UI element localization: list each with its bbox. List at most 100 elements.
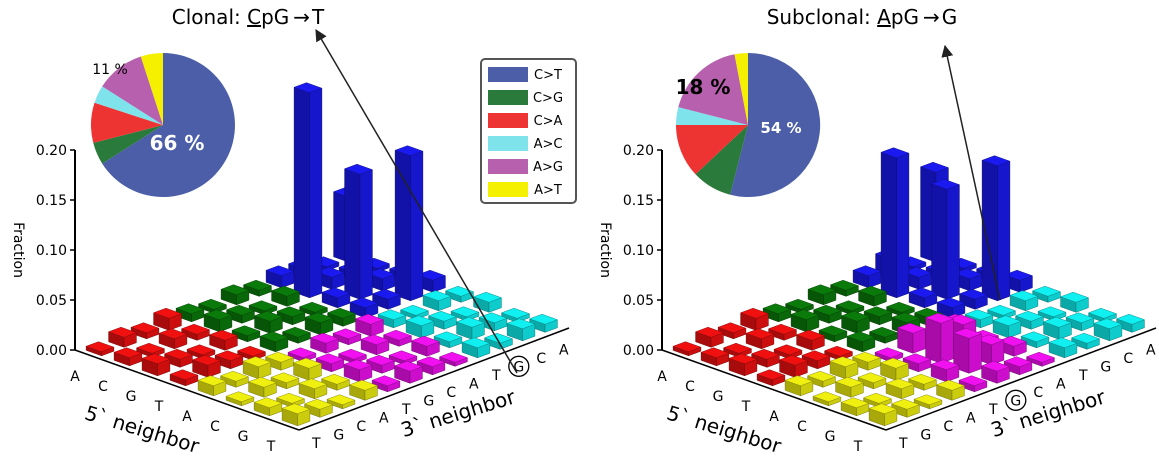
bar [326,394,356,410]
bar-face-top [393,360,424,372]
bar-face-top [287,347,317,359]
bar-face-top [410,335,441,347]
bar [1031,285,1062,303]
bar-face-top [444,285,475,297]
bar [863,306,893,326]
bar-face-top [130,322,160,334]
bar [773,344,803,360]
bar-face-top [829,279,860,291]
bar [304,312,334,336]
bar-face-top [371,288,402,300]
bar-face-top [812,304,843,316]
bar-face-top [281,326,312,338]
pointer-arrow [941,44,1001,301]
three-prime-tick-label: G [423,393,434,409]
bar-face-top [483,332,514,344]
three-prime-tick-label: G [513,359,524,375]
x-axis-line [74,349,300,431]
pie-slice [676,107,748,125]
bar [857,372,887,390]
bar [1042,316,1073,340]
bar-face-top [85,341,115,353]
bar [857,285,888,307]
five-prime-tick-label: G [126,389,137,405]
bar [393,360,424,384]
bar-face-top [1037,306,1067,318]
bar [225,304,256,324]
bar [203,309,233,333]
bar-face-top [433,331,463,343]
bar [806,370,837,388]
bar [242,356,272,380]
bar-face-top [169,369,199,381]
bar-face-top [180,323,211,335]
bar [410,335,441,357]
bar-face-top [275,392,306,404]
bar [315,353,345,373]
bar-face-top [745,328,775,340]
bar-face-top [349,297,379,309]
bar [528,313,559,333]
bar-face-top [857,372,887,384]
legend-label: A>G [533,160,563,175]
bar-face-top [394,145,424,157]
bar [220,284,250,306]
highlight-circle [508,355,530,377]
bar [846,331,876,353]
bar-face-top [891,312,921,324]
bar-face-top [382,329,413,341]
y-tick-label: 0.10 [36,243,67,259]
bar-face-top [773,344,803,356]
bar-face-top [879,357,910,369]
bar-face-top [455,316,486,328]
bar-face-top [259,331,289,343]
bar [880,147,910,299]
legend-label: A>T [534,183,562,198]
bar [175,303,205,323]
bar-face-top [191,354,222,366]
bar-face-top [163,348,194,360]
bar-face-top [1031,285,1062,297]
bar-face-top [1070,332,1101,344]
five-prime-tick-label: G [825,429,836,445]
bar [438,351,469,367]
bar-face-top [253,310,284,322]
bar [1003,356,1033,376]
bar [416,356,446,376]
bar-face-top [930,359,960,371]
y-tick-label: 0.20 [36,143,67,159]
bar-face-top [343,163,374,175]
bar-face-top [242,279,273,291]
three-prime-tick-label: T [311,436,321,452]
bar [247,376,278,398]
panel-title: Clonal: CpG → T [172,5,325,29]
bar [377,309,407,329]
pointer-arrow [315,28,518,374]
bar [818,325,848,343]
bar-face-top [739,307,770,319]
five-prime-tick-label: A [182,409,192,425]
bar-face-right [410,150,424,302]
five-prime-tick-label: C [797,419,807,435]
three-prime-tick-label: G [1100,359,1111,375]
bar [191,354,222,378]
bar [812,304,843,324]
legend: C>T C>G C>A A>C A>G A>T [480,58,577,204]
three-prime-tick-label: G [920,427,931,443]
bar-face-top [303,398,334,410]
bar [337,348,368,364]
bar-face-top [812,391,842,403]
five-prime-tick-label: A [769,409,779,425]
legend-label: C>G [533,91,563,106]
bar [924,312,955,364]
three-prime-tick-label: A [379,410,389,426]
bar [349,297,379,319]
bar [852,265,882,289]
bar [461,337,491,359]
bar [281,403,311,427]
bar [834,376,865,398]
bar-face-top [472,291,503,303]
bar-face-top [326,394,356,406]
bar [862,392,893,408]
bar-face-top [247,376,278,388]
